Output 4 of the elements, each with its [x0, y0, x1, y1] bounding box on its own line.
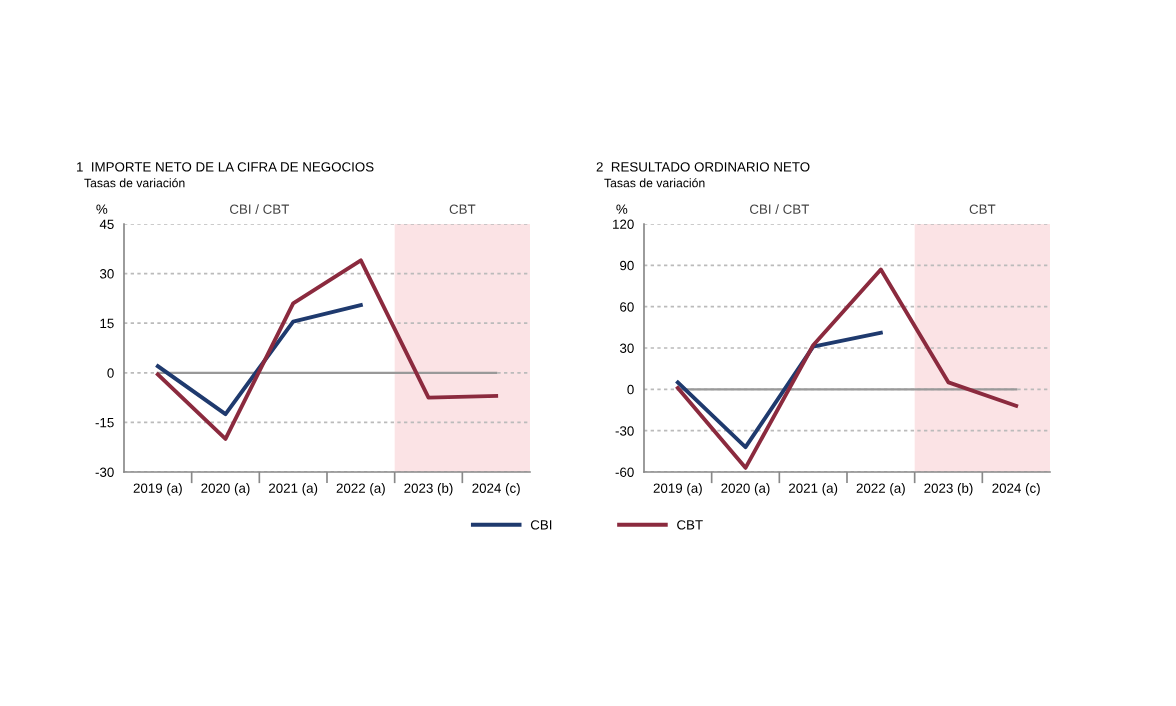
line-series: [155, 258, 499, 441]
line-series: [675, 330, 883, 450]
line-series: [155, 303, 363, 417]
line-series: [675, 267, 1019, 470]
